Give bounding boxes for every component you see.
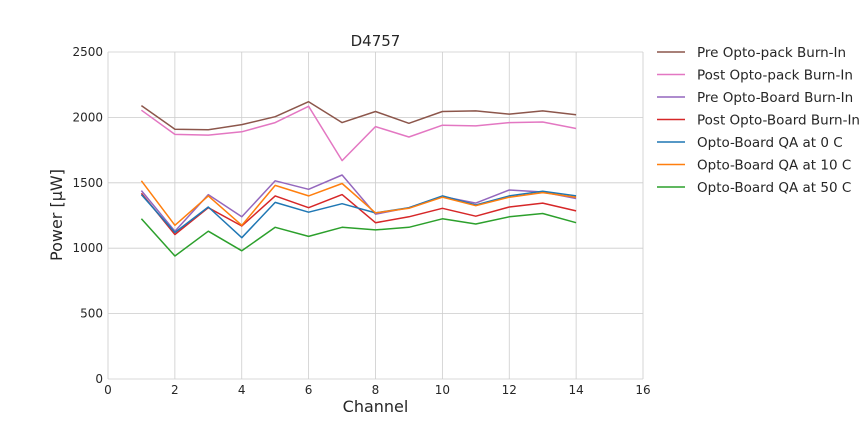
y-tick-label: 1500 xyxy=(72,176,103,190)
x-tick-label: 0 xyxy=(104,383,112,397)
x-tick-label: 2 xyxy=(171,383,179,397)
legend-entry-label: Pre Opto-pack Burn-In xyxy=(697,45,846,61)
legend-entry-label: Opto-Board QA at 50 C xyxy=(697,180,851,196)
legend-entry-label: Post Opto-Board Burn-In xyxy=(697,113,860,129)
x-tick-label: 6 xyxy=(305,383,313,397)
series-line xyxy=(140,174,577,232)
legend: Pre Opto-pack Burn-In Post Opto-pack Burn… xyxy=(657,45,860,196)
series-line xyxy=(140,212,577,257)
x-tick-label: 8 xyxy=(372,383,380,397)
series-line xyxy=(140,100,577,131)
y-tick-label: 2000 xyxy=(72,110,103,124)
x-tick-label: 4 xyxy=(238,383,246,397)
x-tick-label: 10 xyxy=(435,383,450,397)
series-lines xyxy=(140,100,577,257)
legend-entry-label: Pre Opto-Board Burn-In xyxy=(697,90,853,106)
legend-entry-label: Opto-Board QA at 10 C xyxy=(697,158,851,174)
axes: 0 2 4 6 8 10 12 14 16 0 500 1000 1500 2000 2500 xyxy=(72,45,650,397)
series-line xyxy=(140,180,577,227)
x-axis-label: Channel xyxy=(343,397,409,416)
y-tick-label: 1000 xyxy=(72,241,103,255)
legend-entry-label: Opto-Board QA at 0 C xyxy=(697,135,843,151)
x-tick-label: 14 xyxy=(568,383,583,397)
y-tick-label: 2500 xyxy=(72,45,103,59)
series-line xyxy=(140,190,577,239)
series-line xyxy=(140,105,577,162)
x-tick-label: 12 xyxy=(502,383,517,397)
chart-title: D4757 xyxy=(351,32,401,50)
x-tick-label: 16 xyxy=(635,383,650,397)
y-axis-label: Power [μW] xyxy=(47,169,66,261)
y-tick-label: 500 xyxy=(80,307,103,321)
y-tick-label: 0 xyxy=(95,372,103,386)
legend-entry-label: Post Opto-pack Burn-In xyxy=(697,68,853,84)
grid xyxy=(107,51,644,380)
